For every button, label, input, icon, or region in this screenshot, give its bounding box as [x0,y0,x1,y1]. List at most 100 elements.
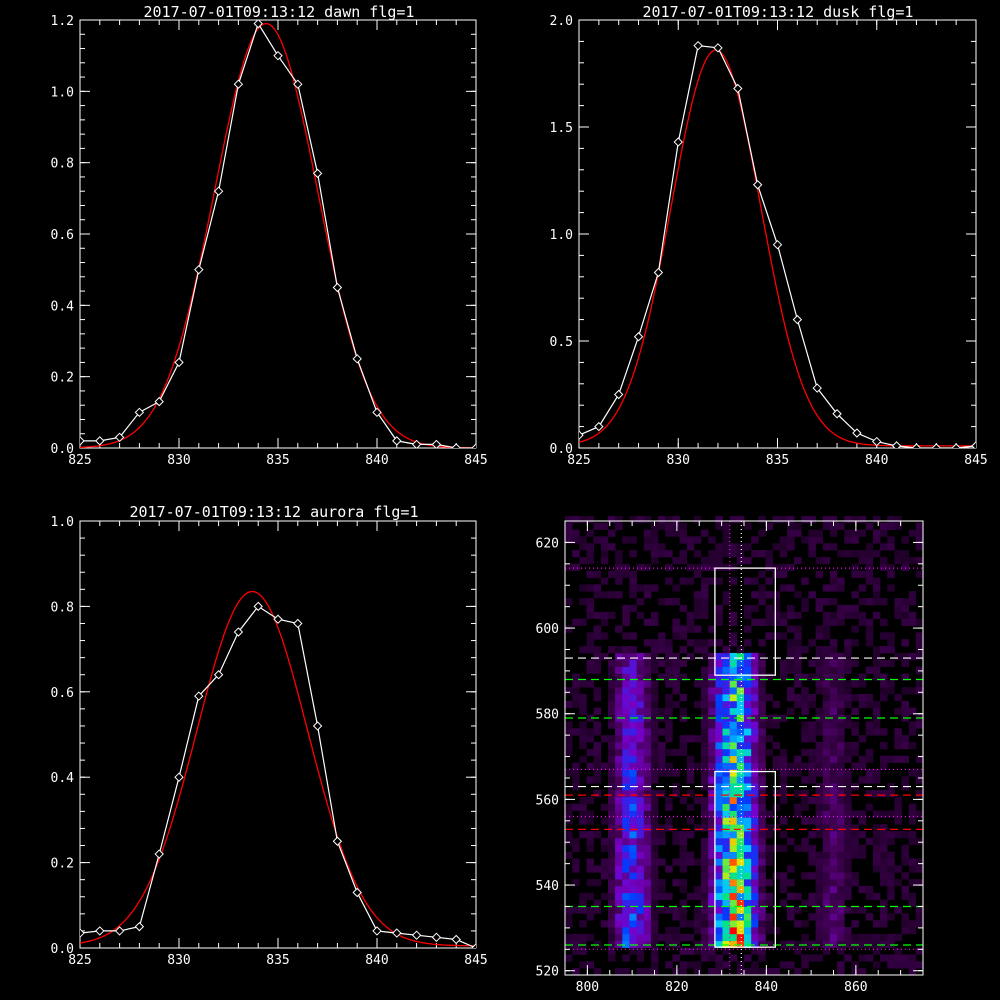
heatmap-cell [880,899,888,907]
data-point [332,836,343,846]
heatmap-cell [629,858,637,866]
heatmap-cell [787,515,795,524]
heatmap-cell [758,968,766,976]
heatmap-cell [715,844,723,852]
heatmap-cell [915,687,924,695]
y-tick-label: 520 [536,965,559,980]
heatmap-cell [600,550,609,558]
heatmap-cell [636,673,645,681]
heatmap-cell [722,687,730,695]
heatmap-cell [615,646,623,654]
heatmap-cell [629,632,637,640]
heatmap-cell [622,879,630,887]
heatmap-cell [643,536,652,544]
heatmap-cell [772,844,781,852]
heatmap-cell [779,666,788,674]
heatmap-cell [722,961,730,969]
heatmap-cell [679,522,688,530]
heatmap-cell [622,563,630,571]
heatmap-cell [650,714,659,722]
heatmap-cell [915,529,924,537]
data-point [431,439,442,448]
heatmap-cell [758,844,766,852]
data-point [752,180,763,190]
y-tick-label: 0.0 [51,442,74,457]
heatmap-cell [779,584,788,592]
heatmap-cell [794,762,802,770]
heatmap-cell [636,810,645,818]
heatmap-cell [758,927,766,935]
heatmap-cell [650,920,659,928]
heatmap-cell [665,906,673,914]
heatmap-cell [808,872,816,880]
data-point [352,354,362,364]
heatmap-cell [736,680,745,688]
data-point [471,943,476,948]
heatmap-cell [801,803,809,811]
heatmap-cell [565,536,573,544]
heatmap-cell [751,879,759,887]
heatmap-cell [758,940,766,948]
heatmap-cell [701,947,709,955]
heatmap-cell [615,666,623,674]
heatmap-cell [880,879,888,887]
heatmap-cell [729,885,738,894]
heatmap-cell [908,557,917,565]
heatmap-cell [650,844,659,852]
heatmap-cell [672,666,680,674]
heatmap-cell [758,529,766,537]
heatmap-cell [815,598,824,606]
heatmap-cell [693,680,702,688]
heatmap-cell [715,543,723,551]
heatmap-cell [729,755,738,763]
heatmap-cell [858,954,867,962]
heatmap-cell [794,906,802,914]
heatmap-cell [715,728,723,736]
heatmap-cell [751,618,759,626]
heatmap-cell [701,742,709,750]
heatmap-cell [880,598,888,606]
heatmap-cell [593,666,602,674]
heatmap-cell [794,790,802,798]
heatmap-cell [636,598,645,606]
heatmap-cell [858,700,867,709]
heatmap-cell [565,906,573,914]
heatmap-cell [894,550,902,558]
heatmap-cell [701,762,709,770]
heatmap-cell [593,769,602,777]
heatmap-cell [650,721,659,729]
heatmap-cell [636,584,645,592]
heatmap-cell [751,755,759,763]
heatmap-cell [701,769,709,777]
data-point [194,691,204,701]
heatmap-cell [586,831,594,839]
heatmap-cell [643,790,652,798]
heatmap-cell [686,652,695,661]
heatmap-cell [658,639,666,647]
heatmap-cell [851,968,859,976]
heatmap-cell [829,885,838,894]
heatmap-cell [880,646,888,654]
heatmap-cell [665,646,673,654]
heatmap-cell [844,865,852,873]
data-point [213,670,224,680]
heatmap-cell [600,872,609,880]
heatmap-cell [744,940,752,948]
heatmap-cell [744,933,752,942]
heatmap-cell [880,529,888,537]
heatmap-cell [729,563,738,571]
heatmap-cell [629,748,637,757]
heatmap-cell [715,604,723,613]
heatmap-cell [915,639,924,647]
heatmap-cell [722,652,730,661]
heatmap-cell [751,940,759,948]
heatmap-cell [729,577,738,585]
heatmap-cell [715,913,723,921]
heatmap-cell [636,796,645,804]
heatmap-cell [815,625,824,633]
heatmap-cell [880,858,888,866]
heatmap-cell [765,735,773,743]
heatmap-cell [608,762,616,770]
heatmap-cell [622,755,630,763]
heatmap-cell [658,831,666,839]
